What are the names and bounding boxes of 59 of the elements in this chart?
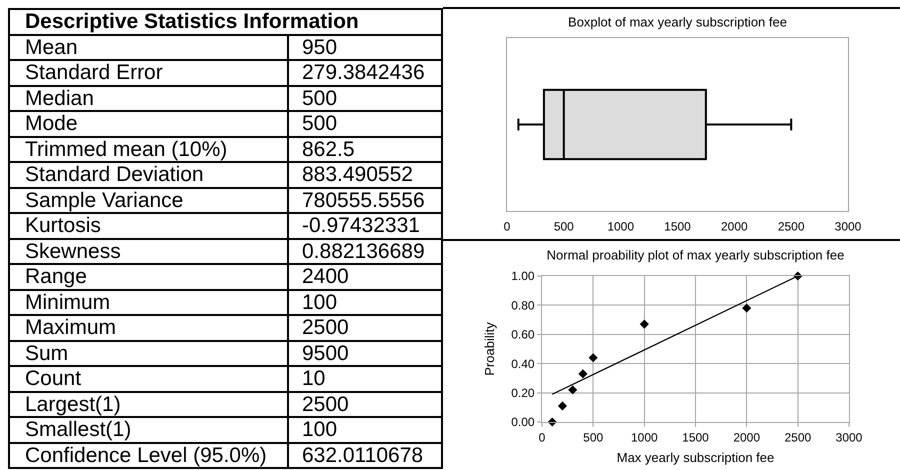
category-label: Largest(1) [24,392,122,418]
category-label: Trimmed mean (10%) [24,138,228,162]
category-label: Kurtosis [24,214,102,239]
x-tick-label: 1000 [630,430,658,444]
x-tick-label: 1500 [664,219,692,234]
data-label: 100 [287,290,441,316]
chart-title: Normal proability plot of max yearly subscription fee [546,247,844,262]
y-tick-label: 0.20 [511,386,535,400]
x-tick-label: 2500 [778,219,805,234]
y-tick-label: 0.60 [511,328,535,342]
x-tick-label: 3000 [834,219,862,234]
data-label: 883.490552 [287,163,441,188]
x-tick-label: 500 [583,430,604,444]
data-label: 500 [287,112,441,138]
data-label: 2400 [287,265,441,290]
category-label: Median [24,86,95,112]
category-label: Skewness [24,240,122,264]
category-label: Range [24,265,88,290]
data-label: 2500 [287,392,441,418]
category-label: Minimum [24,290,112,316]
x-tick-label: 0 [538,430,546,444]
y-tick-label: 0.80 [511,298,535,312]
data-label: 780555.5556 [287,188,441,214]
category-label: Standard Error [24,61,164,86]
x-tick-label: 2000 [720,219,748,234]
category-label: Sum [24,342,70,366]
data-label: -0.97432331 [287,214,441,240]
data-label: 10 [287,367,441,392]
data-label: 2500 [287,316,441,342]
x-tick-label: 3000 [836,430,863,444]
data-label: 279.3842436 [287,61,441,86]
x-tick-label: 500 [554,219,574,234]
data-label: 632.0110678 [287,444,441,469]
x-tick-label: 1500 [682,430,710,444]
y-tick-label: 1.00 [511,269,535,284]
category-label: Standard Deviation [24,163,205,188]
category-label: Smallest(1) [24,418,132,443]
category-label: Maximum [24,316,118,341]
category-label: Mean [24,36,79,60]
data-label: 500 [287,86,441,112]
x-tick-label: 2000 [733,430,760,444]
y-tick-label: 0.00 [511,415,535,430]
data-label: 862.5 [287,138,441,163]
data-label: 100 [287,418,441,444]
x-tick-label: 2500 [784,430,812,444]
category-label: Sample Variance [24,188,184,214]
data-label: 0.882136689 [287,240,441,265]
data-label: 950 [287,36,441,61]
text: Descriptive Statistics Information [24,10,360,35]
x-tick-label: 1000 [607,219,634,234]
y-tick-label: 0.40 [511,356,535,371]
category-label: Confidence Level (95.0%) [24,444,268,468]
category-label: Mode [24,112,79,137]
x-axis-title: Max yearly subscription fee [616,450,774,465]
x-tick-label: 0 [504,219,511,234]
data-label: 9500 [287,342,441,367]
y-axis-title: Proability [482,322,498,376]
chart-title: Boxplot of max yearly subscription fee [568,14,787,30]
category-label: Count [24,367,82,392]
